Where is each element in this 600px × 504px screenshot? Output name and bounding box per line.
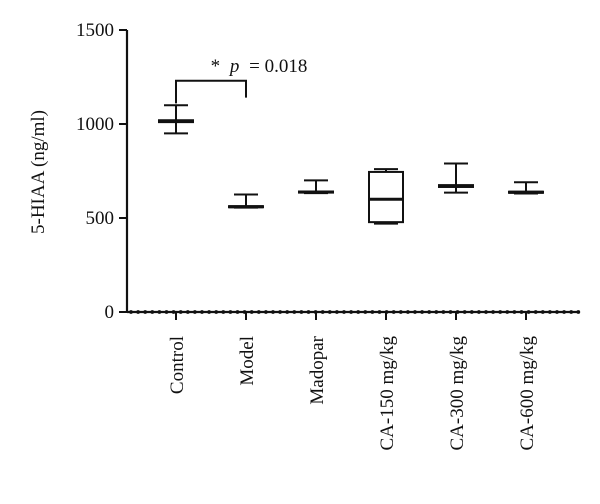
baseline-dot xyxy=(448,310,453,314)
baseline-dot xyxy=(569,310,574,314)
significance-text: * p = 0.018 xyxy=(211,56,308,77)
x-tick-label: Model xyxy=(237,336,258,386)
baseline-dot xyxy=(249,310,254,314)
box-group xyxy=(298,179,334,195)
baseline-dot xyxy=(576,310,581,314)
box-group xyxy=(508,181,544,195)
baseline-dot xyxy=(278,310,282,314)
baseline-dot xyxy=(327,310,332,314)
baseline-dot xyxy=(533,310,538,314)
box-group xyxy=(228,193,264,209)
baseline-dot xyxy=(519,310,524,314)
y-ticks: 0 500 1000 1500 xyxy=(76,20,127,323)
baseline-dot xyxy=(398,310,403,314)
baseline-dot xyxy=(377,310,382,314)
box-group xyxy=(158,104,194,135)
baseline-dot xyxy=(271,310,275,314)
significance-annotation: * p = 0.018 xyxy=(175,56,308,104)
baseline-dot xyxy=(264,310,268,314)
baseline-dot xyxy=(356,310,361,314)
box-group xyxy=(368,168,404,225)
baseline-dot xyxy=(349,310,353,314)
baseline-dot xyxy=(193,310,197,314)
baseline-dot xyxy=(285,310,290,314)
baseline-dot xyxy=(129,310,133,314)
baseline-dot xyxy=(363,310,368,314)
baseline-dot xyxy=(434,310,439,314)
baseline-dot xyxy=(320,310,325,314)
box-iqr xyxy=(368,170,404,224)
baseline-dot xyxy=(540,310,545,314)
baseline-dot xyxy=(441,310,446,314)
box-group xyxy=(438,162,474,194)
baseline-dot xyxy=(505,310,510,314)
baseline-dot xyxy=(477,310,481,314)
baseline-dot xyxy=(221,310,226,314)
y-tick-label: 1500 xyxy=(76,20,114,41)
baseline-dot xyxy=(178,310,183,314)
y-tick-label: 0 xyxy=(105,302,115,323)
y-tick-label: 1000 xyxy=(76,114,114,135)
baseline-dot xyxy=(292,310,297,314)
baseline-dot xyxy=(306,310,311,314)
baseline-dot xyxy=(498,310,503,314)
baseline-dot xyxy=(413,310,417,314)
baseline-dot xyxy=(427,310,432,314)
baseline-dot xyxy=(214,310,219,314)
baseline-dot xyxy=(491,310,495,314)
baseline-dot xyxy=(171,310,176,314)
boxes xyxy=(158,104,544,225)
baseline-dot xyxy=(185,310,190,314)
baseline-dot xyxy=(164,310,169,314)
baseline-dot xyxy=(555,310,559,314)
baseline-dot xyxy=(370,310,375,314)
baseline-dot xyxy=(157,310,162,314)
baseline-dot xyxy=(136,310,141,314)
x-tick-label: Control xyxy=(167,336,188,394)
y-axis-label: 5-HIAA (ng/ml) xyxy=(28,110,49,234)
x-tick-label: CA-150 mg/kg xyxy=(377,336,398,451)
y-tick-label: 500 xyxy=(86,208,115,229)
x-tick-label: CA-300 mg/kg xyxy=(447,336,468,451)
significance-value: = 0.018 xyxy=(249,56,307,77)
baseline-dot xyxy=(235,310,240,314)
baseline-dot xyxy=(406,310,410,314)
baseline-dot xyxy=(299,310,304,314)
baseline-dot xyxy=(548,310,552,314)
baseline-dot xyxy=(462,310,467,314)
significance-bracket xyxy=(175,79,247,104)
significance-p: p xyxy=(228,56,240,77)
x-ticks: Control Model Madopar CA-150 mg/kg CA-300 mg… xyxy=(167,312,538,451)
baseline-dot xyxy=(335,310,339,314)
baseline-dot xyxy=(469,310,474,314)
baseline-dot xyxy=(150,310,155,314)
significance-star: * xyxy=(211,56,221,77)
x-tick-label: CA-600 mg/kg xyxy=(517,336,538,451)
baseline-dot xyxy=(526,310,531,314)
x-tick-label: Madopar xyxy=(307,335,328,404)
baseline-dot xyxy=(562,310,566,314)
baseline-dot xyxy=(342,310,346,314)
baseline-dot xyxy=(207,310,212,314)
baseline-dot xyxy=(391,310,396,314)
baseline-dot xyxy=(228,310,233,314)
axes xyxy=(125,30,581,314)
baseline-dot xyxy=(512,310,517,314)
baseline-dot xyxy=(420,310,424,314)
baseline-dot xyxy=(143,310,148,314)
baseline-dot xyxy=(256,310,261,314)
baseline-dot xyxy=(484,310,488,314)
baseline-dot xyxy=(200,310,204,314)
